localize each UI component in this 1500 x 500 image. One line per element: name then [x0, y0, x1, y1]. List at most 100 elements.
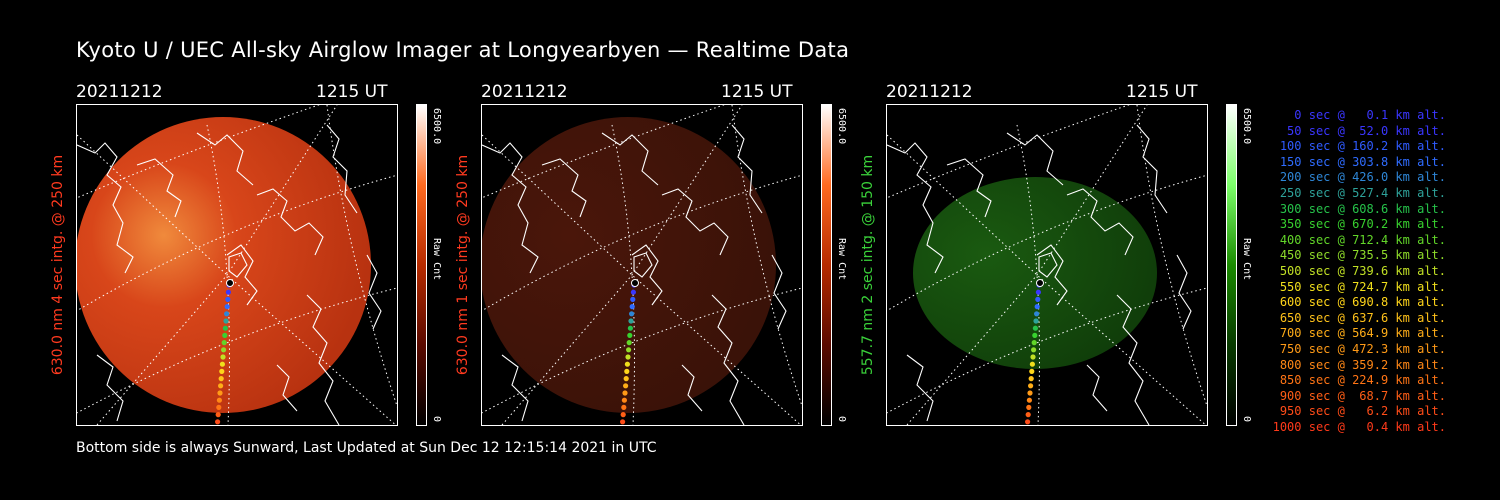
track-point	[1027, 390, 1033, 396]
legend-row: 50 sec @ 52.0 km alt.	[1287, 123, 1446, 138]
panel-time: 1215 UT	[1126, 82, 1198, 102]
legend-row: 650 sec @ 637.6 km alt.	[1279, 310, 1446, 325]
track-point	[1030, 354, 1036, 360]
track-point	[1029, 361, 1035, 367]
track-point	[1032, 332, 1038, 338]
legend-row: 800 sec @ 359.2 km alt.	[1279, 357, 1446, 372]
track-point	[629, 311, 635, 317]
track-point	[222, 325, 228, 331]
track-point	[624, 361, 630, 367]
track-point	[225, 296, 231, 302]
legend-row: 100 sec @ 160.2 km alt.	[1279, 139, 1446, 154]
satellite-track-legend: 0 sec @ 0.1 km alt. 50 sec @ 52.0 km alt.…	[1266, 108, 1446, 435]
footer-note: Bottom side is always Sunward, Last Upda…	[76, 440, 657, 456]
track-point	[1026, 397, 1032, 403]
allsky-image	[886, 104, 1208, 426]
legend-row: 450 sec @ 735.5 km alt.	[1279, 248, 1446, 263]
panel-time: 1215 UT	[316, 82, 388, 102]
legend-row: 500 sec @ 739.6 km alt.	[1279, 263, 1446, 278]
track-point	[216, 397, 222, 403]
wavelength-label: 630.0 nm 1 sec intg. @ 250 km	[455, 154, 471, 376]
track-point	[620, 419, 626, 425]
wavelength-label: 557.7 nm 2 sec intg. @ 150 km	[860, 154, 876, 376]
colorbar-max: 6500.0	[431, 108, 442, 145]
track-point	[626, 340, 632, 346]
panel-date: 20211212	[886, 82, 973, 102]
legend-row: 850 sec @ 224.9 km alt.	[1279, 373, 1446, 388]
airglow-panel-630nm-1sec: 20211212 1215 UT 630.0 nm 1 sec intg. @ …	[455, 80, 847, 430]
track-point	[1031, 347, 1037, 353]
colorbar-unit: Raw Cnt	[431, 238, 442, 281]
legend-row: 150 sec @ 303.8 km alt.	[1279, 154, 1446, 169]
track-point	[216, 404, 222, 410]
track-point	[1033, 318, 1039, 324]
colorbar-unit: Raw Cnt	[1241, 238, 1252, 281]
track-point	[215, 419, 221, 425]
track-point	[218, 376, 224, 382]
track-point	[623, 376, 629, 382]
track-point	[1032, 325, 1038, 331]
track-point	[1028, 383, 1034, 389]
airglow-panel-630nm-4sec: 20211212 1215 UT 630.0 nm 4 sec intg. @ …	[50, 80, 442, 430]
track-point	[621, 404, 627, 410]
legend-row: 700 sec @ 564.9 km alt.	[1279, 326, 1446, 341]
colorbar-unit: Raw Cnt	[836, 238, 847, 281]
track-point	[630, 296, 636, 302]
track-point	[221, 340, 227, 346]
track-point	[621, 397, 627, 403]
track-point	[626, 347, 632, 353]
legend-row: 250 sec @ 527.4 km alt.	[1279, 185, 1446, 200]
allsky-image	[481, 104, 803, 426]
page-title: Kyoto U / UEC All-sky Airglow Imager at …	[76, 38, 850, 62]
track-point	[222, 332, 228, 338]
legend-row: 750 sec @ 472.3 km alt.	[1279, 341, 1446, 356]
legend-row: 400 sec @ 712.4 km alt.	[1279, 232, 1446, 247]
track-point	[1026, 404, 1032, 410]
legend-row: 950 sec @ 6.2 km alt.	[1279, 404, 1446, 419]
track-point	[1031, 340, 1037, 346]
colorbar-min: 0	[431, 416, 442, 423]
legend-row: 200 sec @ 426.0 km alt.	[1279, 170, 1446, 185]
track-point	[627, 325, 633, 331]
track-point	[223, 318, 229, 324]
track-point	[1025, 412, 1031, 418]
legend-row: 600 sec @ 690.8 km alt.	[1279, 295, 1446, 310]
legend-row: 300 sec @ 608.6 km alt.	[1279, 201, 1446, 216]
track-point	[622, 390, 628, 396]
track-point	[1034, 304, 1040, 310]
track-point	[219, 368, 225, 374]
legend-row: 0 sec @ 0.1 km alt.	[1294, 108, 1446, 122]
allsky-image	[76, 104, 398, 426]
track-point	[219, 361, 225, 367]
colorbar-max: 6500.0	[836, 108, 847, 145]
colorbar	[821, 104, 832, 426]
colorbar	[416, 104, 427, 426]
track-point	[623, 383, 629, 389]
track-point	[1029, 368, 1035, 374]
track-point	[1035, 296, 1041, 302]
track-point	[220, 354, 226, 360]
track-point	[221, 347, 227, 353]
track-point	[215, 412, 221, 418]
colorbar-min: 0	[1241, 416, 1252, 423]
track-point	[224, 311, 230, 317]
wavelength-label: 630.0 nm 4 sec intg. @ 250 km	[50, 154, 66, 376]
colorbar-max: 6500.0	[1241, 108, 1252, 145]
panel-time: 1215 UT	[721, 82, 793, 102]
track-point	[620, 412, 626, 418]
track-point	[1034, 311, 1040, 317]
track-point	[629, 304, 635, 310]
track-point	[217, 390, 223, 396]
colorbar-min: 0	[836, 416, 847, 423]
legend-row: 550 sec @ 724.7 km alt.	[1279, 279, 1446, 294]
track-point	[1028, 376, 1034, 382]
track-point	[225, 289, 231, 295]
airglow-panel-557nm-2sec: 20211212 1215 UT 557.7 nm 2 sec intg. @ …	[860, 80, 1252, 430]
track-point	[625, 354, 631, 360]
colorbar	[1226, 104, 1237, 426]
track-point	[1025, 419, 1031, 425]
track-point	[1035, 289, 1041, 295]
track-point	[224, 304, 230, 310]
legend-row: 900 sec @ 68.7 km alt.	[1279, 388, 1446, 403]
panel-date: 20211212	[481, 82, 568, 102]
